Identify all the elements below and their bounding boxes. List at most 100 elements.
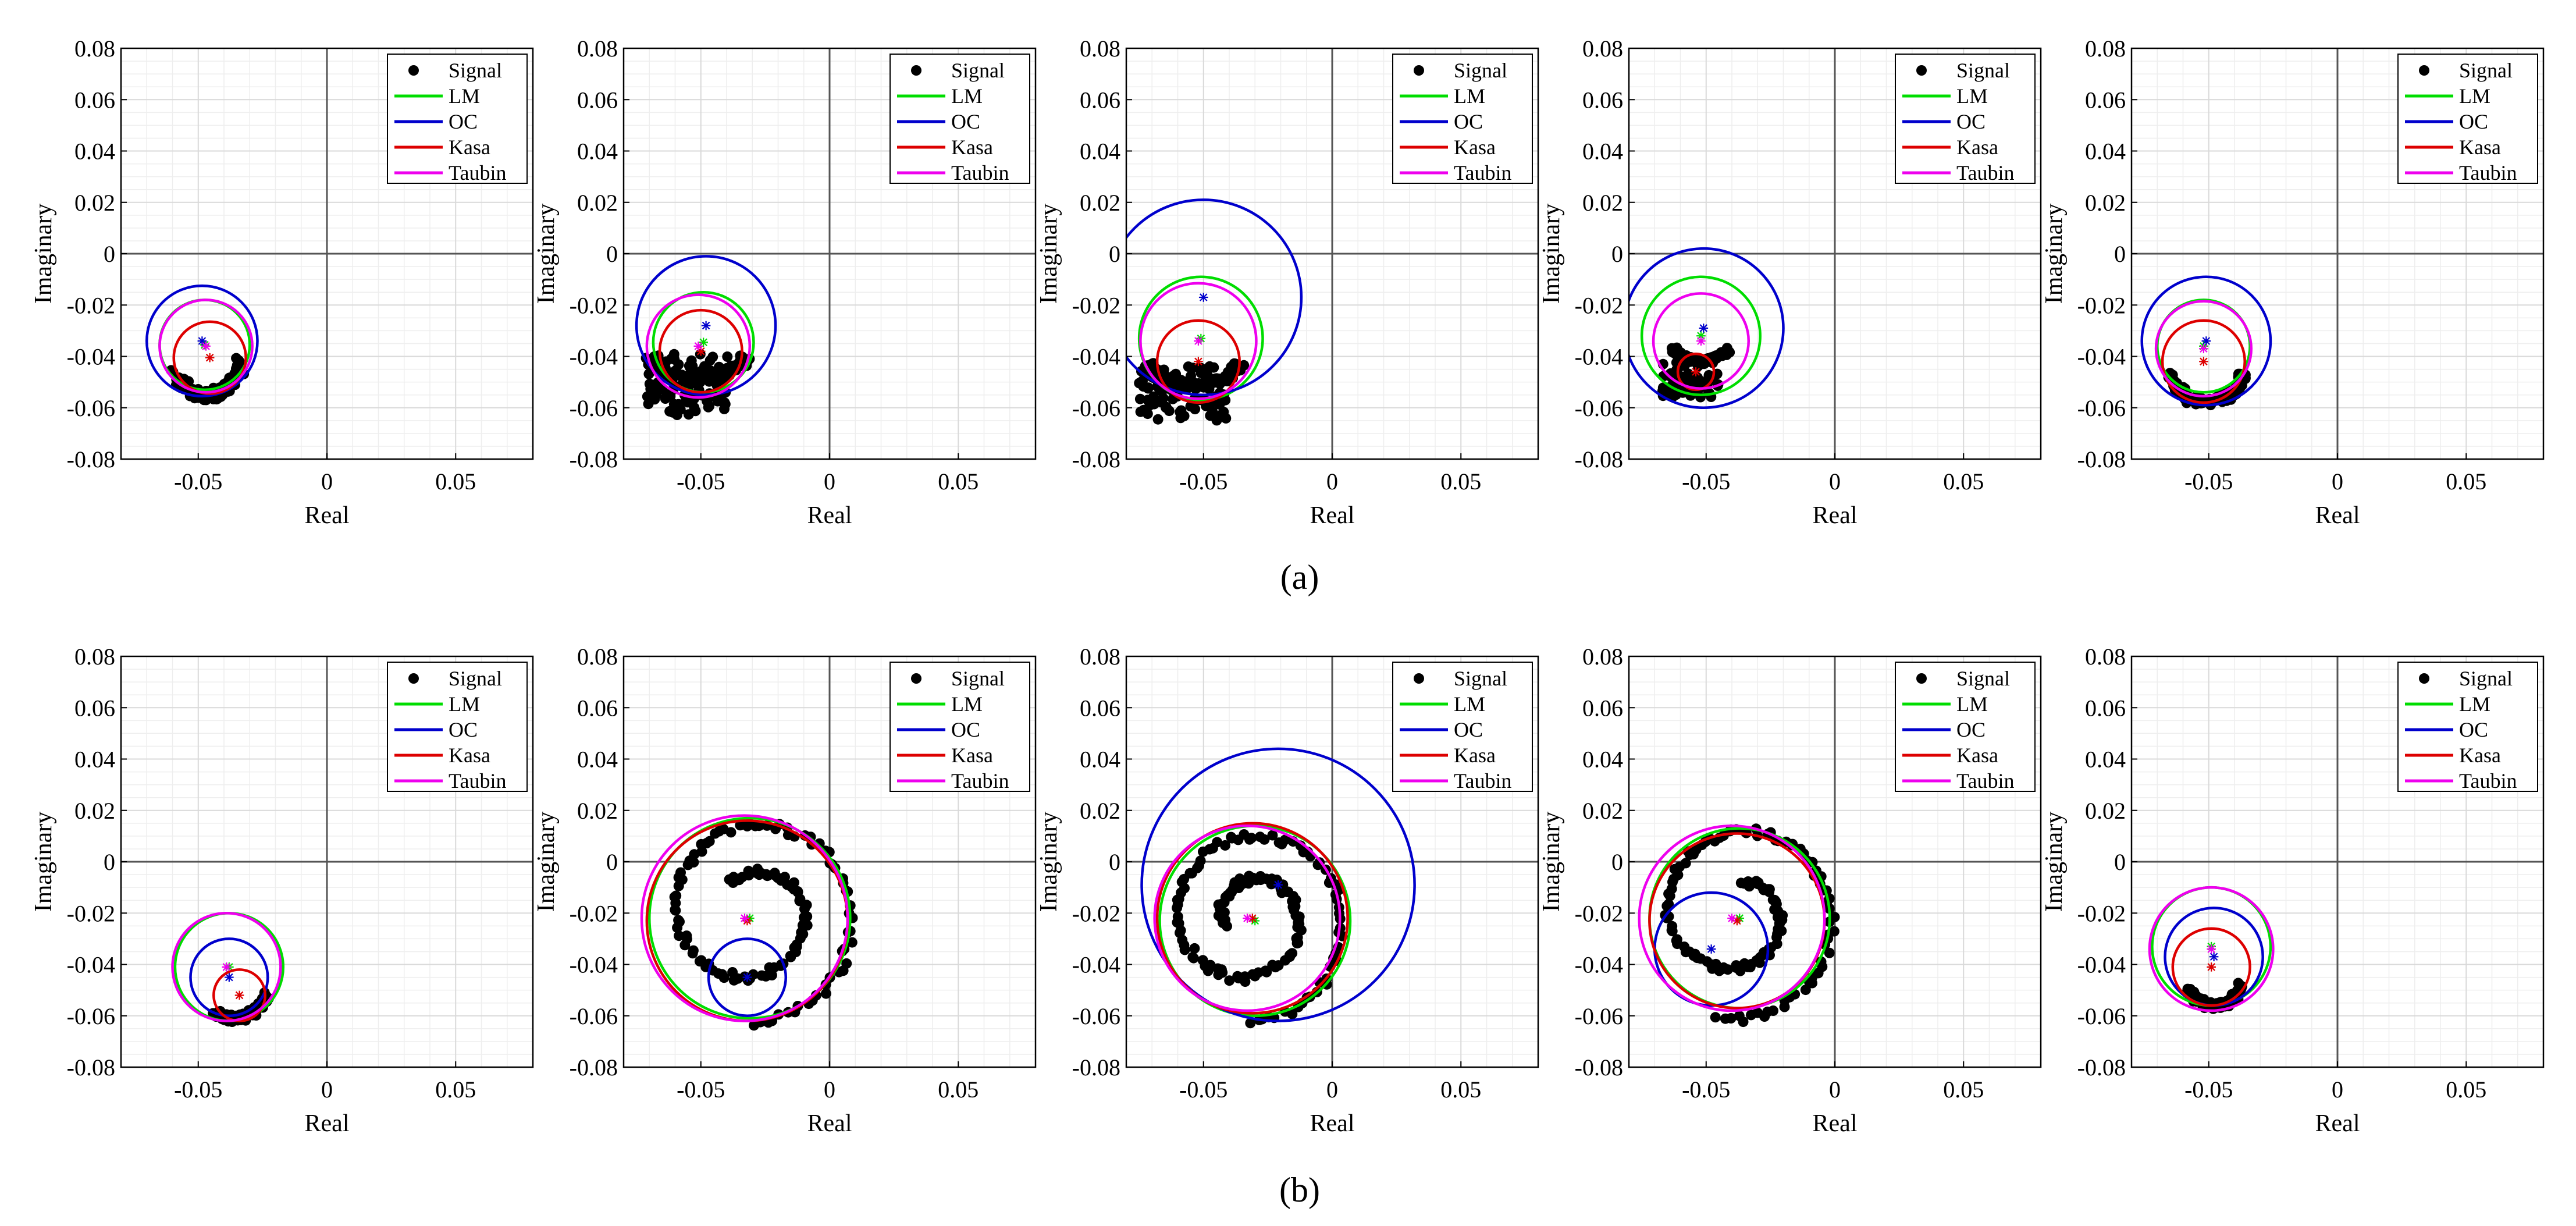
panels: 0.08 0.06 0.04 0.02 0 -0.02 -0.04 -0.06 -0.08 -0.… bbox=[30, 35, 2545, 1137]
chart-panel-3: 0.08 0.06 0.04 0.02 0 -0.02 -0.04 -0.06 -0.08 -0.… bbox=[1036, 35, 1539, 529]
center-marker-oc bbox=[1706, 944, 1716, 954]
chart-panel-6: 0.08 0.06 0.04 0.02 0 -0.02 -0.04 -0.06 -0.08 -0.… bbox=[30, 644, 534, 1137]
x-tick-label: -0.05 bbox=[677, 1076, 725, 1103]
legend-box bbox=[1895, 54, 2036, 184]
signal-point bbox=[682, 859, 693, 870]
y-tick-label: 0.04 bbox=[577, 138, 618, 165]
fit-circle-taubin bbox=[171, 912, 282, 1022]
signal-series bbox=[1172, 829, 1348, 1029]
legend-label-oc: OC bbox=[449, 110, 478, 133]
y-tick-label: 0.06 bbox=[1582, 695, 1623, 721]
center-marker-taubin bbox=[2207, 944, 2216, 954]
y-tick-label: 0.04 bbox=[1080, 138, 1120, 165]
center-marker-taubin bbox=[693, 342, 703, 351]
signal-point bbox=[1206, 378, 1217, 389]
legend-label-oc: OC bbox=[2459, 110, 2488, 133]
y-tick-label: 0.06 bbox=[1080, 87, 1120, 113]
center-marker-kasa bbox=[1194, 357, 1203, 367]
legend-swatch-signal bbox=[2419, 65, 2429, 76]
y-tick-label: 0.08 bbox=[1080, 644, 1120, 670]
y-tick-label: 0.02 bbox=[1582, 798, 1623, 824]
signal-point bbox=[703, 401, 714, 413]
signal-point bbox=[1161, 401, 1172, 413]
signal-point bbox=[1205, 410, 1216, 421]
y-tick-label: 0.02 bbox=[2085, 798, 2126, 824]
y-tick-label: -0.02 bbox=[2077, 900, 2126, 926]
signal-point bbox=[1692, 953, 1703, 964]
legend-label-lm: LM bbox=[449, 692, 480, 716]
y-tick-label: 0.08 bbox=[2085, 644, 2126, 670]
legend-swatch-signal bbox=[911, 673, 921, 684]
center-marker-taubin bbox=[1727, 914, 1737, 923]
y-tick-label: -0.08 bbox=[67, 446, 115, 472]
y-tick-label: 0.06 bbox=[74, 695, 115, 721]
signal-point bbox=[1198, 846, 1208, 857]
y-tick-label: 0 bbox=[2114, 241, 2126, 267]
signal-point bbox=[2197, 994, 2208, 1005]
signal-point bbox=[1725, 1013, 1737, 1024]
signal-point bbox=[1824, 947, 1835, 958]
signal-point bbox=[841, 958, 852, 969]
x-tick-label: 0 bbox=[321, 468, 333, 495]
x-tick-label: 0.05 bbox=[1440, 468, 1481, 495]
y-tick-label: 0.04 bbox=[74, 138, 115, 165]
center-marker-taubin bbox=[1696, 336, 1706, 346]
ticks bbox=[1126, 48, 1462, 460]
y-tick-label: -0.06 bbox=[2077, 395, 2126, 421]
y-tick-label: -0.06 bbox=[67, 1003, 115, 1029]
data-layer bbox=[1126, 198, 1303, 426]
legend-box bbox=[1392, 54, 1533, 184]
y-tick-label: 0.08 bbox=[1582, 644, 1623, 670]
legend-label-kasa: Kasa bbox=[449, 744, 490, 767]
legend-label-taubin: Taubin bbox=[951, 161, 1009, 184]
signal-point bbox=[1134, 378, 1145, 389]
signal-point bbox=[1187, 381, 1198, 392]
chart-panel-9: 0.08 0.06 0.04 0.02 0 -0.02 -0.04 -0.06 -0.08 -0.… bbox=[1538, 644, 2042, 1137]
y-tick-label: -0.06 bbox=[570, 395, 618, 421]
center-marker-oc bbox=[2209, 952, 2219, 962]
fit-circle-kasa bbox=[1155, 822, 1349, 1015]
legend-label-oc: OC bbox=[2459, 718, 2488, 741]
y-tick-label: -0.06 bbox=[2077, 1003, 2126, 1029]
legend-label-signal: Signal bbox=[1454, 59, 1507, 82]
y-tick-label: -0.04 bbox=[1072, 952, 1120, 978]
fit-circle-taubin bbox=[1139, 282, 1258, 400]
legend-label-kasa: Kasa bbox=[1454, 744, 1496, 767]
signal-point bbox=[1260, 965, 1271, 976]
fit-circle-taubin bbox=[1652, 292, 1750, 390]
legend-label-signal: Signal bbox=[2459, 59, 2513, 82]
legend-box bbox=[1895, 662, 2036, 792]
signal-point bbox=[1829, 912, 1840, 923]
center-marker-taubin bbox=[1243, 914, 1252, 923]
panel-label-a: (a) bbox=[1280, 558, 1319, 596]
legend-label-kasa: Kasa bbox=[1956, 744, 1998, 767]
center-marker-oc bbox=[701, 321, 711, 331]
y-tick-label: 0 bbox=[2114, 849, 2126, 875]
y-tick-label: -0.06 bbox=[67, 395, 115, 421]
x-axis-label: Real bbox=[305, 1110, 350, 1137]
y-tick-label: -0.06 bbox=[570, 1003, 618, 1029]
legend-swatch-signal bbox=[408, 65, 419, 76]
y-tick-label: 0 bbox=[1611, 849, 1623, 875]
signal-point bbox=[670, 905, 681, 916]
y-axis-label: Imaginary bbox=[1036, 812, 1062, 912]
signal-point bbox=[1217, 967, 1228, 978]
legend-box bbox=[889, 662, 1030, 792]
chart-panel-7: 0.08 0.06 0.04 0.02 0 -0.02 -0.04 -0.06 -0.08 -0.… bbox=[533, 644, 1037, 1137]
fit-circle-kasa bbox=[172, 320, 247, 395]
x-axis-label: Real bbox=[1310, 502, 1355, 529]
y-tick-label: -0.04 bbox=[570, 344, 618, 370]
signal-point bbox=[682, 376, 693, 388]
legend-label-signal: Signal bbox=[1956, 59, 2010, 82]
signal-point bbox=[714, 361, 724, 372]
signal-point bbox=[1212, 411, 1223, 422]
legend-label-oc: OC bbox=[1454, 718, 1483, 741]
signal-point bbox=[1738, 1017, 1749, 1028]
fit-circle-lm bbox=[648, 816, 852, 1020]
legend-swatch-signal bbox=[1414, 65, 1424, 76]
panel-label-b: (b) bbox=[1279, 1171, 1320, 1209]
y-tick-label: -0.06 bbox=[1072, 395, 1120, 421]
signal-point bbox=[672, 922, 683, 933]
y-tick-label: 0.02 bbox=[577, 798, 618, 824]
